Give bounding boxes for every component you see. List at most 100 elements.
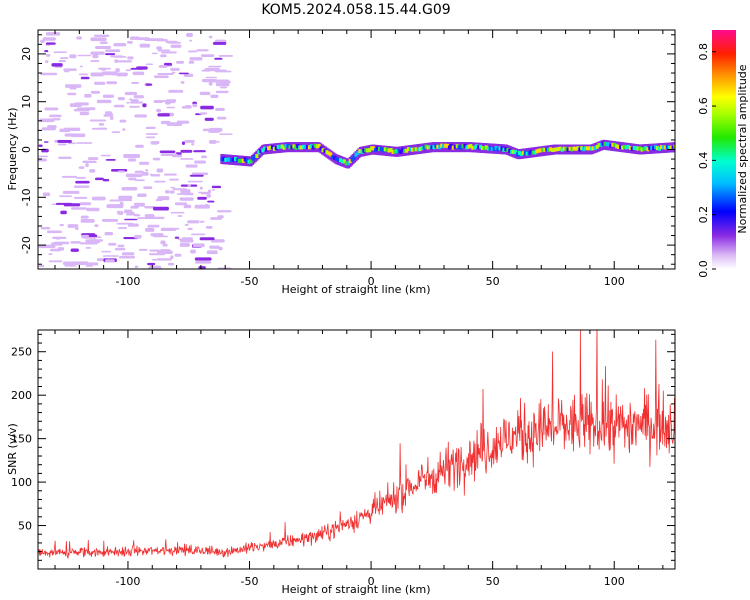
spectrogram-noise-cell — [69, 103, 82, 108]
spectrogram-noise-cell — [80, 76, 90, 80]
snr-xtick-label: 100 — [604, 575, 625, 588]
spectrogram-xtick-label: 50 — [486, 275, 500, 288]
spectrogram-noise-cell — [80, 219, 95, 223]
spectrogram-ridge-core — [352, 155, 356, 160]
spectrogram-noise-cell — [166, 106, 176, 109]
spectrogram-ridge-core — [311, 145, 315, 150]
spectrogram-ridge-core — [562, 146, 566, 151]
spectrogram-ridge-core — [263, 146, 267, 151]
snr-ytick-label: 250 — [11, 346, 32, 359]
spectrogram-noise-cell — [48, 253, 53, 256]
spectrogram-ridge-core — [442, 144, 446, 149]
spectrogram-ridge-core — [574, 146, 578, 151]
spectrogram-noise-cell — [145, 136, 156, 139]
spectrogram-ridge-core — [467, 144, 471, 149]
spectrogram-noise-cell — [128, 177, 137, 181]
spectrogram-ridge-core — [547, 147, 551, 152]
spectrogram-ridge-core — [584, 146, 588, 151]
spectrogram-ridge-core — [362, 148, 366, 153]
spectrogram-ridge-core — [325, 150, 329, 155]
spectrogram-ridge-core — [609, 143, 613, 148]
spectrogram-noise-cell — [102, 179, 110, 182]
spectrogram-ridge-core — [445, 143, 449, 148]
colorbar-ticks: 0.0 0.2 0.4 0.6 0.8 — [697, 43, 716, 278]
spectrogram-noise-cell — [174, 253, 182, 257]
spectrogram-ridge-core — [276, 144, 280, 149]
spectrogram-noise-cell — [46, 53, 51, 57]
spectrogram-ridge-core — [589, 146, 593, 151]
spectrogram-ridge-core — [331, 155, 335, 160]
spectrogram-noise-cell — [75, 180, 90, 184]
spectrogram-noise-cell — [154, 75, 169, 79]
spectrogram-noise-cell — [134, 179, 145, 182]
spectrogram-ridge-core — [527, 151, 531, 156]
spectrogram-noise-cell — [153, 206, 169, 211]
spectrogram-noise-cell — [147, 224, 160, 228]
spectrogram-ridge-core — [521, 150, 525, 155]
spectrogram-noise-cell — [64, 133, 77, 137]
spectrogram-noise-cell — [154, 180, 166, 183]
spectrogram-noise-cell — [70, 207, 87, 210]
spectrogram-ridge-core — [591, 146, 595, 151]
spectrogram-ridge-core — [292, 144, 296, 149]
snr-xtick-label: -100 — [115, 575, 140, 588]
spectrogram-noise-cell — [178, 72, 189, 75]
spectrogram-noise-cell — [126, 40, 133, 44]
spectrogram-ridge-core — [383, 147, 387, 152]
spectrogram-noise-cell — [213, 79, 219, 83]
spectrogram-ridge-core — [661, 145, 665, 150]
spectrogram-ridge-core — [348, 159, 352, 164]
spectrogram-ridge-core — [622, 144, 626, 149]
spectrogram-ridge-core — [426, 145, 430, 150]
spectrogram-noise-cell — [148, 253, 165, 256]
spectrogram-ridge-core — [410, 147, 414, 152]
spectrogram-ridge-core — [626, 144, 630, 149]
spectrogram-ridge-core — [568, 146, 572, 151]
spectrogram-ridge-core — [469, 143, 473, 148]
spectrogram-ridge-core — [479, 144, 483, 149]
spectrogram-ridge-core — [232, 157, 236, 162]
spectrogram-noise-cell — [217, 210, 232, 213]
spectrogram-ridge-core — [385, 147, 389, 152]
spectrogram-noise-cell — [114, 247, 126, 251]
spectrogram-ytick-label: 10 — [20, 95, 33, 109]
spectrogram-noise-cell — [137, 193, 147, 198]
spectrogram-ridge-core — [403, 148, 407, 153]
colorbar-tick-label: 0.6 — [697, 97, 710, 115]
spectrogram-noise-cell — [215, 107, 225, 112]
spectrogram-ridge-core — [459, 145, 463, 150]
spectrogram-ridge-core — [414, 147, 418, 152]
spectrogram-noise-cell — [60, 210, 67, 215]
spectrogram-noise-cell — [186, 33, 193, 37]
spectrogram-ridge-core — [628, 146, 632, 151]
spectrogram-noise-cell — [95, 46, 112, 50]
spectrogram-ridge-core — [644, 146, 648, 151]
spectrogram-noise-cell — [179, 242, 190, 247]
spectrogram-ridge-core — [430, 145, 434, 150]
spectrogram-noise-cell — [67, 224, 79, 228]
spectrogram-noise-cell — [96, 99, 112, 104]
spectrogram-noise-cell — [156, 108, 162, 113]
spectrogram-noise-cell — [85, 241, 98, 245]
spectrogram-ridge-core — [337, 158, 341, 163]
spectrogram-noise-cell — [94, 224, 99, 228]
spectrogram-ridge-core — [572, 146, 576, 151]
spectrogram-noise-cell — [180, 158, 194, 160]
spectrogram-ridge-core — [607, 142, 611, 147]
spectrogram-noise-cell — [60, 57, 69, 60]
spectrogram-ridge-core — [409, 147, 413, 152]
spectrogram-ridge-core — [601, 141, 605, 146]
spectrogram-noise-cell — [152, 157, 161, 161]
spectrogram-noise-cell — [155, 199, 163, 202]
spectrogram-noise-cell — [161, 51, 177, 54]
spectrogram-ridge-core — [305, 145, 309, 150]
spectrogram-ridge-core — [317, 143, 321, 148]
spectrogram-noise-cell — [167, 262, 175, 266]
spectrogram-ridge-core — [488, 146, 492, 151]
spectrogram-ridge-core — [449, 143, 453, 148]
spectrogram-noise-cell — [78, 166, 85, 169]
spectrogram-ridge-core — [356, 150, 360, 155]
spectrogram-noise-cell — [109, 116, 114, 120]
spectrogram-noise-cell — [164, 190, 170, 194]
